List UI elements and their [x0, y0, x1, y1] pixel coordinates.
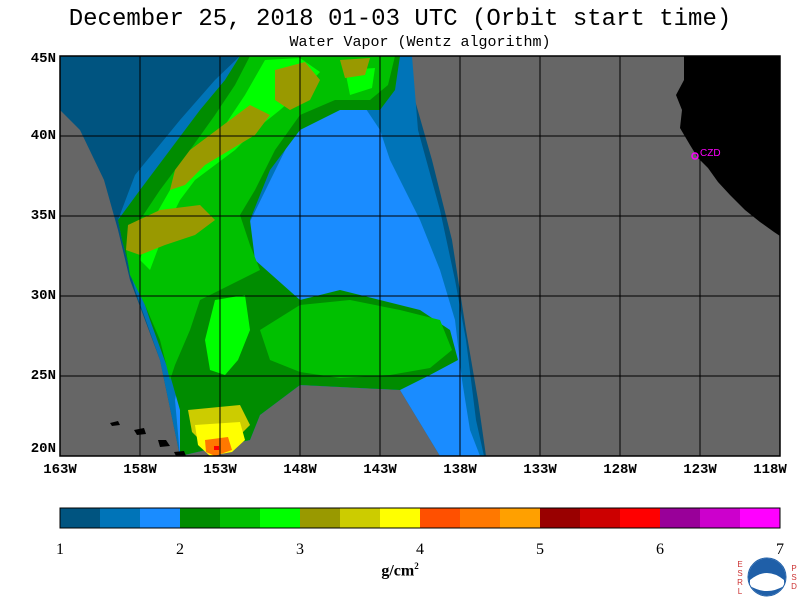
colorbar-swatch [540, 508, 581, 528]
lat-label: 45N [30, 51, 56, 67]
colorbar-swatch [460, 508, 501, 528]
colorbar-swatch [740, 508, 781, 528]
colorbar-tick: 1 [56, 541, 64, 558]
colorbar-swatch [100, 508, 141, 528]
lon-gridlines [139, 56, 701, 456]
colorbar-tick: 3 [296, 541, 304, 558]
colorbar-swatch [220, 508, 261, 528]
hawaii-island [174, 451, 186, 456]
colorbar-tick: 2 [176, 541, 184, 558]
lon-label: 163W [43, 462, 77, 478]
lon-label: 153W [203, 462, 237, 478]
noaa-emblem-icon [747, 557, 787, 597]
lon-label: 143W [363, 462, 397, 478]
colorbar-tick: 5 [536, 541, 544, 558]
map-title: December 25, 2018 01-03 UTC (Orbit start… [68, 6, 732, 33]
hawaii-island [110, 421, 120, 426]
lat-label: 25N [30, 368, 56, 384]
station-label: CZD [700, 148, 721, 159]
colorbar-swatch [700, 508, 741, 528]
colorbar-unit: g/cm2 [381, 561, 419, 580]
colorbar-frame [59, 507, 781, 529]
lon-label: 128W [603, 462, 637, 478]
colorbar-swatch [140, 508, 181, 528]
map-subtitle: Water Vapor (Wentz algorithm) [289, 34, 551, 51]
colorbar-swatch [420, 508, 461, 528]
map-frame [59, 55, 781, 457]
colorbar-swatch [580, 508, 621, 528]
colorbar-swatch [60, 508, 101, 528]
colorbar-swatch [500, 508, 541, 528]
lon-label: 123W [683, 462, 717, 478]
swath-olive-3 [126, 205, 215, 255]
swath-medium-green [126, 56, 395, 380]
lon-label: 138W [443, 462, 477, 478]
lat-label: 30N [30, 288, 56, 304]
lon-label: 133W [523, 462, 557, 478]
colorbar-swatch [180, 508, 221, 528]
swath-bright-green-2 [205, 295, 250, 375]
hawaii-island [158, 440, 170, 447]
swath-medium-green-2 [260, 300, 452, 378]
lat-label: 40N [30, 128, 56, 144]
colorbar-tick: 7 [776, 541, 784, 558]
swath-bright-green [140, 58, 320, 270]
colorbar-tick: 4 [416, 541, 424, 558]
colorbar [60, 508, 781, 528]
lat-gridlines [60, 135, 780, 377]
colorbar-tick: 6 [656, 541, 664, 558]
lon-label: 158W [123, 462, 157, 478]
swath-olive [275, 62, 320, 110]
colorbar-swatch [260, 508, 301, 528]
colorbar-swatch [300, 508, 341, 528]
swath-red-spot [214, 446, 219, 450]
colorbar-swatch [380, 508, 421, 528]
lat-label: 20N [30, 441, 56, 457]
colorbar-swatch [620, 508, 661, 528]
swath-olive-4 [340, 58, 370, 78]
lon-label: 148W [283, 462, 317, 478]
lon-label: 118W [753, 462, 787, 478]
colorbar-swatch [660, 508, 701, 528]
colorbar-swatch [340, 508, 381, 528]
land-north-america [676, 56, 780, 236]
lat-label: 35N [30, 208, 56, 224]
station-marker [691, 152, 699, 160]
